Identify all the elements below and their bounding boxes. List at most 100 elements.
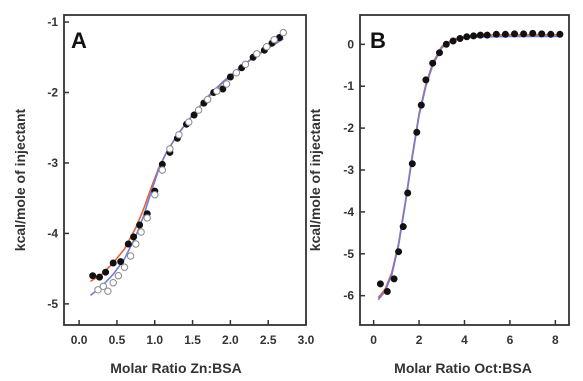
panel-a-point-0-2 — [102, 268, 110, 276]
panel-b-point-0-22 — [520, 30, 528, 38]
panel-a-point-1-5 — [120, 263, 129, 271]
panel-b-point-0-7 — [413, 128, 421, 136]
panel-a-x-axis-title: Molar Ratio Zn:BSA — [110, 360, 241, 376]
panel-b-point-0-11 — [435, 49, 443, 57]
panel-a-point-1-15 — [194, 106, 203, 114]
panel-a-point-0-1 — [96, 273, 104, 281]
panel-a-point-1-18 — [222, 80, 231, 88]
panel-a-point-0-5 — [124, 240, 132, 248]
panel-a-point-1-16 — [204, 95, 212, 104]
panel-a-x-tick-label-6: 3.0 — [298, 333, 315, 347]
panel-b-y-tick-label-0: 0 — [347, 37, 354, 51]
panel-b-x-tick-label-4: 8 — [552, 333, 559, 347]
panel-a-x-tick-label-4: 2.0 — [222, 333, 239, 347]
panel-a-point-0-6 — [130, 233, 138, 241]
panel-b-point-0-2 — [390, 275, 398, 283]
panel-a-point-1-17 — [213, 87, 221, 95]
panel-a-point-1-11 — [158, 166, 167, 174]
panel-b-point-0-13 — [449, 37, 457, 45]
panel-a-point-1-14 — [185, 118, 193, 126]
panel-b-marks — [376, 29, 564, 301]
panel-a-point-0-3 — [109, 259, 117, 267]
panel-a-point-1-0 — [94, 286, 102, 294]
panel-b-point-0-23 — [529, 29, 537, 37]
panel-a-y-tick-label-1: -2 — [47, 86, 58, 100]
panel-a-point-1-8 — [137, 228, 145, 236]
panel-b-y-tick-label-4: -4 — [343, 205, 354, 219]
panel-a-point-0-4 — [117, 258, 125, 266]
panel-b-label: B — [370, 28, 386, 53]
panel-a-point-1-7 — [132, 240, 140, 248]
panel-b-point-0-8 — [417, 101, 425, 109]
panel-b-point-0-6 — [408, 160, 416, 168]
panel-b-point-0-25 — [547, 30, 555, 38]
panel-b-point-0-17 — [476, 31, 484, 39]
panel-a-x-tick-label-0: 0.0 — [71, 333, 88, 347]
panel-a-point-1-6 — [126, 252, 135, 260]
panel-b-x-axis-title: Molar Ratio Oct:BSA — [394, 360, 532, 376]
panel-a-point-1-22 — [263, 43, 271, 51]
panel-b-point-0-18 — [483, 31, 491, 39]
panel-b-chart: kcal/mole of injectant Molar Ratio Oct:B… — [307, 14, 570, 376]
panel-a-y-tick-label-2: -3 — [47, 156, 58, 170]
panel-a-fit-line-3 — [89, 38, 284, 297]
panel-b-point-0-0 — [376, 280, 384, 288]
panel-a-point-1-24 — [279, 28, 287, 37]
panel-a-y-tick-label-0: -1 — [47, 15, 58, 29]
panel-b-point-0-19 — [492, 30, 500, 38]
panel-b-fit-line-2 — [377, 35, 563, 301]
panel-b-x-tick-label-0: 0 — [370, 333, 377, 347]
panel-a-point-0-7 — [136, 221, 144, 229]
panel-b-point-0-15 — [463, 33, 471, 41]
panel-a-point-1-13 — [175, 131, 183, 139]
panel-a-y-tick-label-3: -4 — [47, 226, 58, 240]
panel-b-y-tick-label-2: -2 — [343, 121, 354, 135]
panel-a-x-tick-label-2: 1.0 — [146, 333, 163, 347]
panel-a-plot-frame — [63, 14, 307, 326]
panel-a-point-1-21 — [253, 50, 261, 58]
panel-b-point-0-1 — [383, 287, 391, 295]
panel-a-point-0-18 — [226, 73, 234, 81]
panel-a-y-tick-label-4: -5 — [47, 297, 58, 311]
panel-b-x-tick-label-1: 2 — [416, 333, 423, 347]
panel-b-fit-line-1 — [377, 33, 563, 299]
panel-b-y-axis-title: kcal/mole of injectant — [307, 108, 323, 251]
panel-b-point-0-9 — [422, 76, 430, 84]
panel-b-point-0-24 — [538, 30, 546, 38]
panel-a-point-1-3 — [109, 279, 117, 287]
panel-b-axes: 0 2 4 6 8 0 -1 -2 -3 -4 -5 -6 — [343, 14, 570, 347]
panel-a-point-0-14 — [190, 111, 198, 119]
panel-b-point-0-21 — [510, 30, 518, 38]
panel-a-point-1-23 — [270, 36, 278, 44]
panel-a-point-1-12 — [166, 145, 174, 153]
panel-b-point-0-26 — [556, 30, 564, 38]
panel-a-point-1-19 — [232, 69, 241, 77]
panel-b-y-tick-label-5: -5 — [343, 247, 354, 261]
panel-b-point-0-12 — [442, 40, 450, 48]
panel-a-point-1-4 — [114, 272, 123, 280]
panel-a-point-1-9 — [143, 214, 151, 222]
panel-a-marks — [89, 28, 287, 297]
panel-b-y-tick-label-6: -6 — [343, 289, 354, 303]
panel-b-point-0-4 — [399, 223, 407, 231]
panel-a-x-tick-label-5: 2.5 — [260, 333, 277, 347]
panel-b-point-0-16 — [470, 32, 478, 40]
panel-a-point-1-20 — [241, 60, 250, 69]
panel-b-x-tick-label-3: 6 — [507, 333, 514, 347]
panel-b-point-0-5 — [404, 189, 412, 197]
panel-a-label: A — [71, 28, 87, 53]
panel-a-x-tick-label-3: 1.5 — [184, 333, 201, 347]
panel-a-point-1-10 — [151, 191, 159, 199]
panel-a-point-1-2 — [104, 287, 112, 295]
panel-a-fit-line-2 — [90, 36, 284, 282]
panel-b-point-0-3 — [395, 248, 403, 256]
panel-b-y-tick-label-1: -1 — [343, 79, 354, 93]
panel-a-point-0-0 — [89, 272, 97, 280]
panel-a-y-axis-title: kcal/mole of injectant — [12, 108, 28, 251]
panel-b-point-0-14 — [456, 34, 464, 42]
panel-a-x-tick-label-1: 0.5 — [109, 333, 126, 347]
panel-a-axes: 0.0 0.5 1.0 1.5 2.0 2.5 3.0 -1 -2 -3 -4 -5 — [47, 14, 315, 347]
panel-b-point-0-20 — [501, 30, 509, 38]
panel-b-point-0-10 — [429, 59, 437, 67]
